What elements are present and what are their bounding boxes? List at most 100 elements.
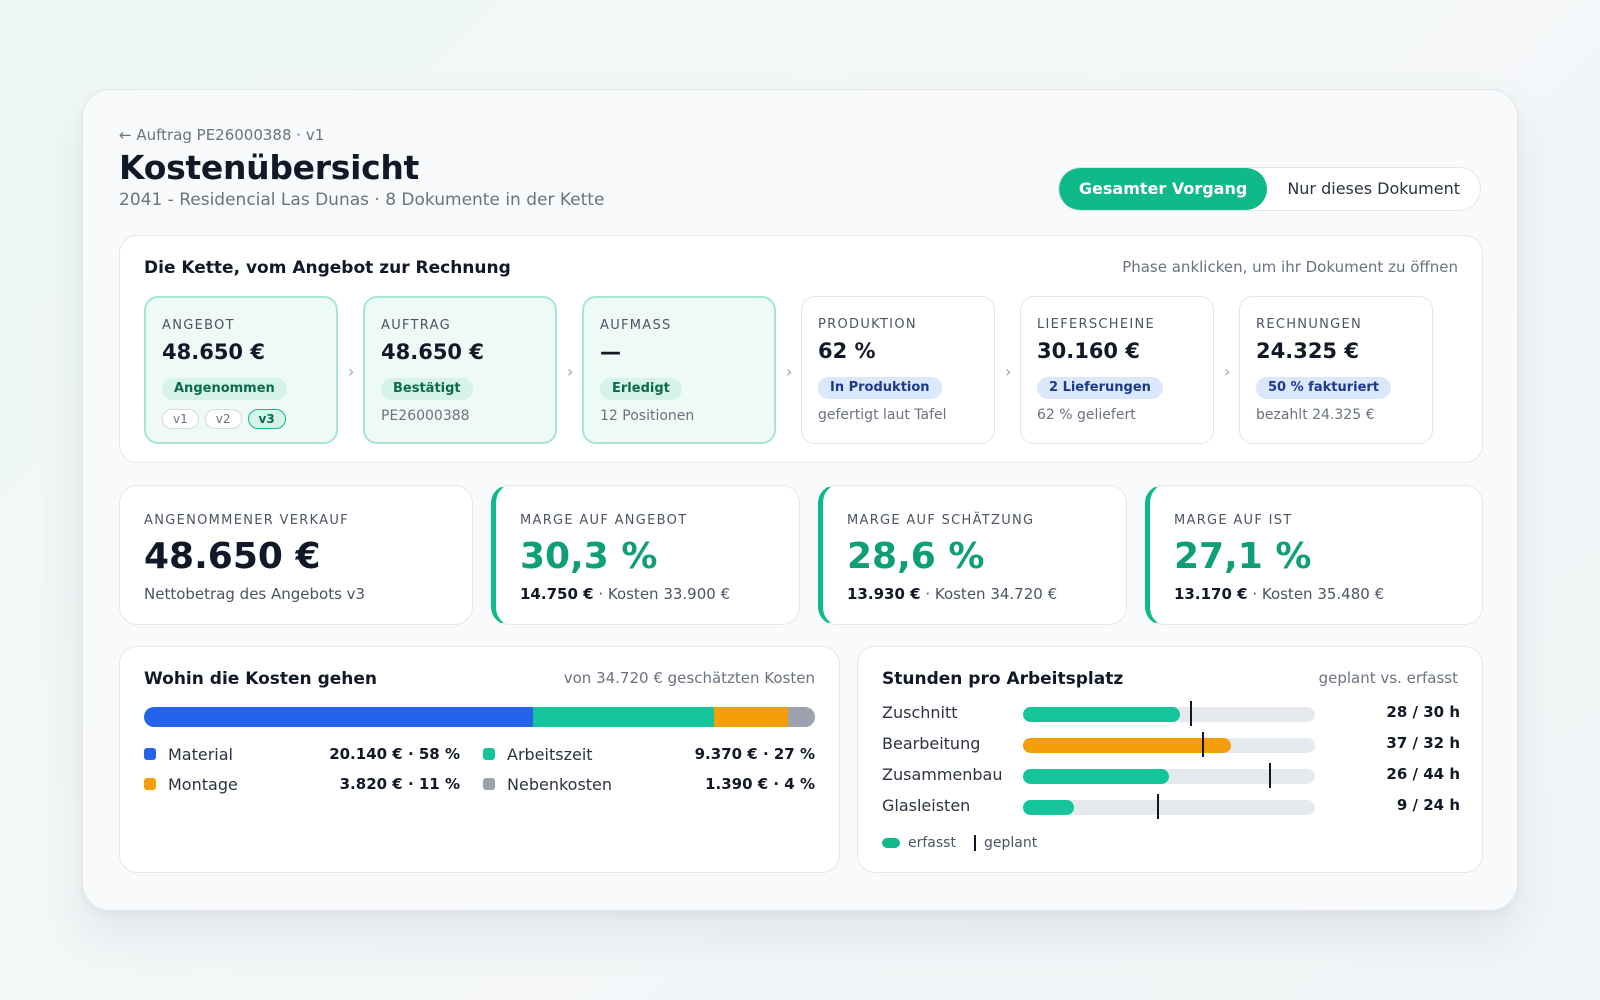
phase-note: 12 Positionen	[600, 408, 695, 424]
phase-label: AUFMASS	[600, 318, 672, 333]
phase-card-produktion[interactable]: PRODUKTION 62 % In Produktion gefertigt …	[801, 296, 995, 444]
kpi-note: 13.170 € · Kosten 35.480 €	[1174, 585, 1384, 603]
page-subtitle: 2041 - Residencial Las Dunas · 8 Dokumen…	[119, 190, 605, 210]
kpi-value: 27,1 %	[1174, 536, 1312, 577]
cost-segment-montage	[714, 707, 789, 727]
kpi-margin-actual: MARGE AUF IST 27,1 % 13.170 € · Kosten 3…	[1145, 485, 1483, 625]
hours-planned-marker	[1190, 701, 1193, 726]
hours-row-glasleisten: Glasleisten 9 / 24 h	[882, 794, 1460, 819]
hours-hint: geplant vs. erfasst	[1318, 669, 1458, 687]
legend-actual-label: erfasst	[908, 835, 956, 851]
kpi-margin-amount: 13.930 €	[847, 585, 921, 603]
cost-legend-arbeitszeit: Arbeitszeit 9.370 € · 27 %	[483, 743, 815, 765]
hours-per-workstation-panel: Stunden pro Arbeitsplatz geplant vs. erf…	[857, 646, 1483, 873]
version-chip-v1[interactable]: v1	[162, 409, 199, 429]
hours-planned-marker	[1156, 794, 1159, 819]
hours-value: 37 / 32 h	[1386, 734, 1460, 752]
hours-value: 28 / 30 h	[1386, 703, 1460, 721]
chevron-right-icon: ›	[567, 362, 574, 381]
kpi-value: 48.650 €	[144, 536, 321, 577]
phase-label: RECHNUNGEN	[1256, 317, 1363, 332]
chevron-right-icon: ›	[1224, 362, 1231, 381]
kpi-label: MARGE AUF ANGEBOT	[520, 513, 688, 528]
kpi-note: Nettobetrag des Angebots v3	[144, 585, 366, 603]
phase-note: bezahlt 24.325 €	[1256, 407, 1375, 423]
scope-toggle: Gesamter Vorgang Nur dieses Dokument	[1057, 167, 1481, 211]
phase-note: 62 % geliefert	[1037, 407, 1136, 423]
legend-value: 1.390 € · 4 %	[705, 775, 815, 793]
chevron-right-icon: ›	[1005, 362, 1012, 381]
page-title: Kostenübersicht	[119, 148, 420, 187]
phase-label: PRODUKTION	[818, 317, 917, 332]
workstation-name: Zusammenbau	[882, 765, 1003, 784]
chain-hint: Phase anklicken, um ihr Dokument zu öffn…	[1122, 258, 1458, 276]
version-chip-v3[interactable]: v3	[247, 409, 286, 429]
kpi-margin-offer: MARGE AUF ANGEBOT 30,3 % 14.750 € · Kost…	[491, 485, 800, 625]
phase-card-auftrag[interactable]: AUFTRAG 48.650 € Bestätigt PE26000388	[363, 296, 557, 444]
legend-value: 9.370 € · 27 %	[694, 745, 815, 763]
cost-breakdown-panel: Wohin die Kosten gehen von 34.720 € gesc…	[119, 646, 840, 873]
chain-title: Die Kette, vom Angebot zur Rechnung	[144, 258, 511, 278]
phase-label: LIEFERSCHEINE	[1037, 317, 1156, 332]
status-badge: 2 Lieferungen	[1037, 377, 1163, 399]
phase-value: 48.650 €	[381, 340, 484, 364]
kpi-label: MARGE AUF SCHÄTZUNG	[847, 513, 1035, 528]
phase-note: gefertigt laut Tafel	[818, 407, 947, 423]
legend-swatch	[483, 748, 495, 760]
kpi-cost: · Kosten 35.480 €	[1247, 585, 1385, 603]
kpi-margin-amount: 13.170 €	[1174, 585, 1248, 603]
kpi-margin-estimate: MARGE AUF SCHÄTZUNG 28,6 % 13.930 € · Ko…	[818, 485, 1127, 625]
chevron-right-icon: ›	[786, 362, 793, 381]
phase-value: 48.650 €	[162, 340, 265, 364]
legend-planned-marker	[973, 835, 976, 851]
phase-card-aufmass[interactable]: AUFMASS — Erledigt 12 Positionen	[582, 296, 776, 444]
phase-card-rechnungen[interactable]: RECHNUNGEN 24.325 € 50 % fakturiert beza…	[1239, 296, 1433, 444]
status-badge: Erledigt	[600, 378, 682, 400]
cost-legend-montage: Montage 3.820 € · 11 %	[144, 773, 460, 795]
hours-row-bearbeitung: Bearbeitung 37 / 32 h	[882, 732, 1460, 757]
scope-option-this-document[interactable]: Nur dieses Dokument	[1287, 179, 1460, 198]
kpi-value: 30,3 %	[520, 536, 658, 577]
cost-legend-material: Material 20.140 € · 58 %	[144, 743, 460, 765]
legend-value: 20.140 € · 58 %	[329, 745, 460, 763]
status-badge: 50 % fakturiert	[1256, 377, 1392, 399]
legend-name: Montage	[168, 774, 238, 794]
kpi-margin-amount: 14.750 €	[520, 585, 594, 603]
scope-option-whole-process[interactable]: Gesamter Vorgang	[1058, 168, 1268, 210]
legend-planned-label: geplant	[983, 835, 1038, 851]
phase-card-angebot[interactable]: ANGEBOT 48.650 € Angenommen v1 v2 v3	[144, 296, 338, 444]
chevron-right-icon: ›	[348, 362, 355, 381]
legend-swatch	[144, 778, 156, 790]
legend-name: Arbeitszeit	[507, 744, 593, 764]
costs-title: Wohin die Kosten gehen	[144, 669, 378, 689]
cost-segment-material	[144, 707, 534, 727]
kpi-value: 28,6 %	[847, 536, 985, 577]
back-link[interactable]: ← Auftrag PE26000388 · v1	[119, 126, 325, 144]
hours-row-zuschnitt: Zuschnitt 28 / 30 h	[882, 701, 1460, 726]
phase-value: 24.325 €	[1256, 339, 1359, 363]
document-chain-panel: Die Kette, vom Angebot zur Rechnung Phas…	[119, 235, 1483, 463]
hours-legend: erfasst geplant	[882, 835, 1037, 851]
legend-name: Material	[168, 744, 233, 764]
kpi-note: 13.930 € · Kosten 34.720 €	[847, 585, 1057, 603]
cost-stacked-bar	[144, 707, 815, 727]
version-chip-v2[interactable]: v2	[204, 409, 242, 429]
status-badge: Angenommen	[162, 378, 287, 400]
hours-track	[1023, 794, 1315, 819]
workstation-name: Zuschnitt	[882, 703, 958, 722]
phase-card-lieferscheine[interactable]: LIEFERSCHEINE 30.160 € 2 Lieferungen 62 …	[1020, 296, 1214, 444]
legend-name: Nebenkosten	[507, 774, 613, 794]
version-chips: v1 v2 v3	[162, 409, 286, 429]
status-badge: In Produktion	[818, 377, 942, 399]
phase-value: —	[600, 340, 621, 364]
phase-value: 62 %	[818, 339, 876, 363]
kpi-accepted-sale: ANGENOMMENER VERKAUF 48.650 € Nettobetra…	[119, 485, 473, 625]
kpi-cost: · Kosten 33.900 €	[593, 585, 731, 603]
workstation-name: Bearbeitung	[882, 734, 981, 753]
cost-legend-nebenkosten: Nebenkosten 1.390 € · 4 %	[483, 773, 815, 795]
phase-note: PE26000388	[381, 408, 470, 424]
hours-value: 9 / 24 h	[1396, 796, 1460, 814]
workstation-name: Glasleisten	[882, 796, 971, 815]
hours-planned-marker	[1201, 732, 1204, 757]
cost-segment-nebenkosten	[788, 707, 815, 727]
